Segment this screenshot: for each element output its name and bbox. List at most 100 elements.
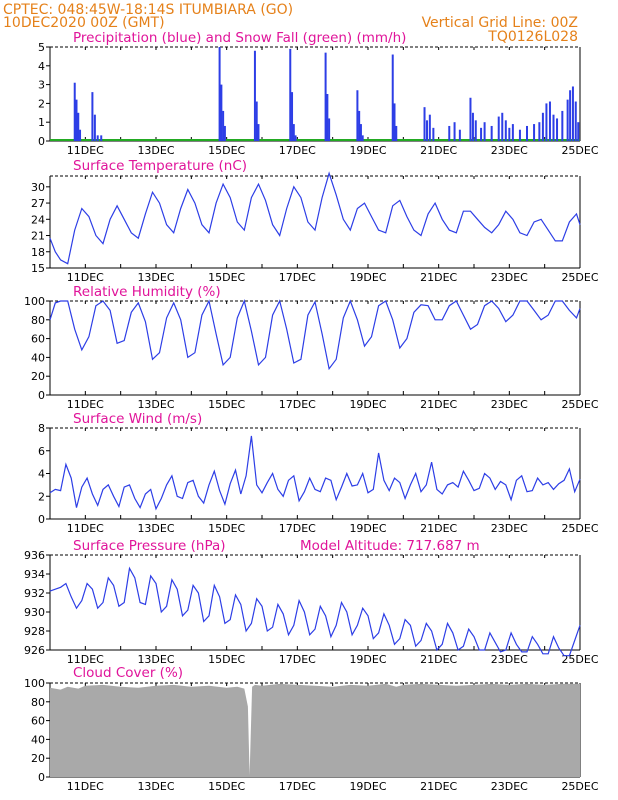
humidity-ytick-label: 0: [38, 389, 45, 402]
precip-bar: [432, 127, 435, 141]
temperature-xtick-label: 15DEC: [208, 271, 245, 284]
pressure-panel: 926 928 930 932 934 936 11DEC 13DEC 15DEC 17DEC 19…: [24, 549, 599, 666]
precip-bar: [538, 122, 541, 141]
humidity-title: Relative Humidity (%): [73, 284, 221, 300]
precip-bar: [480, 127, 483, 141]
precip-bar: [77, 112, 80, 141]
chart-panels: 0 1 2 3 4 5 11DEC 13DEC 15DEC 17DEC 19DEC 21DEC 23DE…: [24, 41, 599, 793]
temperature-ytick-label: 30: [31, 181, 45, 194]
precip-bar: [359, 124, 362, 141]
precip-bar: [561, 110, 564, 141]
temperature-xtick-label: 17DEC: [279, 271, 316, 284]
pressure-xtick-label: 17DEC: [279, 653, 316, 666]
precip-bar: [223, 125, 226, 141]
header-model-id: TQ0126L028: [487, 29, 578, 45]
precip-bar: [474, 120, 477, 141]
pressure-ytick-label: 926: [24, 644, 45, 657]
temperature-xtick-label: 23DEC: [491, 271, 528, 284]
pressure-xtick-label: 25DEC: [561, 653, 598, 666]
precip-bar: [504, 120, 507, 141]
precip-bar: [79, 129, 82, 141]
humidity-xtick-label: 15DEC: [208, 398, 245, 411]
precip-bar: [448, 125, 451, 141]
precip-bar: [361, 135, 364, 141]
pressure-title: Surface Pressure (hPa): [73, 538, 226, 554]
precip-xtick-label: 21DEC: [420, 144, 457, 157]
pressure-ytick-label: 930: [24, 606, 45, 619]
precip-bar: [255, 101, 258, 141]
humidity-panel: 0 20 40 60 80 100 11DEC 13DEC 15DEC 17DEC 19DEC 21D…: [24, 295, 599, 411]
pressure-xtick-label: 21DEC: [420, 653, 457, 666]
pressure-series-line: [49, 566, 581, 657]
wind-xtick-label: 25DEC: [561, 522, 598, 535]
precip-bar: [518, 129, 521, 141]
wind-series-line: [49, 435, 581, 511]
cloud-ytick-label: 20: [31, 752, 45, 765]
model-altitude-annotation: Model Altitude: 717.687 m: [300, 538, 480, 554]
humidity-ytick-label: 20: [31, 370, 45, 383]
precip-bar: [257, 124, 260, 141]
precip-bar: [96, 135, 99, 141]
wind-xtick-label: 21DEC: [420, 522, 457, 535]
cloud-panel: 0 20 40 60 80 100 11DEC 13DEC 15DEC 17DEC 19DEC 21D…: [24, 677, 599, 793]
wind-xtick-label: 15DEC: [208, 522, 245, 535]
precip-bar: [326, 94, 329, 141]
humidity-ytick-label: 40: [31, 351, 45, 364]
pressure-xtick-label: 13DEC: [137, 653, 174, 666]
pressure-ytick-label: 934: [24, 568, 45, 581]
precip-bar: [556, 118, 559, 141]
precip-bar: [526, 125, 528, 141]
cloud-xtick-label: 23DEC: [491, 780, 528, 793]
humidity-xtick-label: 13DEC: [137, 398, 174, 411]
humidity-xtick-label: 25DEC: [561, 398, 598, 411]
cloud-xtick-label: 11DEC: [67, 780, 104, 793]
cloud-xtick-label: 15DEC: [208, 780, 245, 793]
wind-xtick-label: 11DEC: [67, 522, 104, 535]
precip-bar: [391, 54, 394, 141]
precip-bar: [501, 112, 504, 141]
humidity-series-line: [49, 299, 581, 371]
pressure-ytick-label: 928: [24, 625, 45, 638]
wind-ytick-label: 4: [38, 468, 45, 481]
precip-bar: [552, 114, 555, 141]
cloud-cover-area: [50, 683, 580, 777]
header-location: CPTEC: 048:45W-18:14S ITUMBIARA (GO): [3, 2, 293, 18]
temperature-series-line: [49, 171, 581, 265]
precip-bar: [324, 52, 327, 141]
temperature-xtick-label: 13DEC: [137, 271, 174, 284]
humidity-ytick-label: 60: [31, 333, 45, 346]
precip-xtick-label: 17DEC: [279, 144, 316, 157]
precip-xtick-label: 19DEC: [349, 144, 386, 157]
cloud-ytick-label: 100: [24, 677, 45, 690]
precip-bar: [428, 114, 431, 141]
pressure-xtick-label: 15DEC: [208, 653, 245, 666]
temperature-xtick-label: 11DEC: [67, 271, 104, 284]
wind-xtick-label: 17DEC: [279, 522, 316, 535]
precip-bar: [490, 125, 493, 141]
precip-bar: [574, 101, 577, 141]
cloud-ytick-label: 80: [31, 696, 45, 709]
precip-bar: [577, 122, 580, 141]
cloud-ytick-label: 60: [31, 715, 45, 728]
wind-ytick-label: 8: [38, 422, 45, 435]
precip-bar: [566, 99, 569, 141]
precip-panel: 0 1 2 3 4 5 11DEC 13DEC 15DEC 17DEC 19DEC 21DEC 23DE…: [38, 41, 599, 157]
precip-bar: [471, 112, 474, 141]
precip-bar: [569, 90, 572, 141]
cloud-ytick-label: 0: [38, 771, 45, 784]
precip-bar: [100, 135, 103, 141]
wind-xtick-label: 13DEC: [137, 522, 174, 535]
cloud-xtick-label: 19DEC: [349, 780, 386, 793]
humidity-xtick-label: 23DEC: [491, 398, 528, 411]
precip-bar: [469, 97, 472, 141]
wind-xtick-label: 23DEC: [491, 522, 528, 535]
precip-bar: [91, 92, 94, 141]
precip-bar: [356, 90, 359, 141]
precip-xtick-label: 25DEC: [561, 144, 598, 157]
precip-ytick-label: 5: [38, 41, 45, 54]
precip-bar: [75, 99, 78, 141]
pressure-ytick-label: 936: [24, 549, 45, 562]
temperature-ytick-label: 21: [31, 230, 45, 243]
precip-xtick-label: 15DEC: [208, 144, 245, 157]
